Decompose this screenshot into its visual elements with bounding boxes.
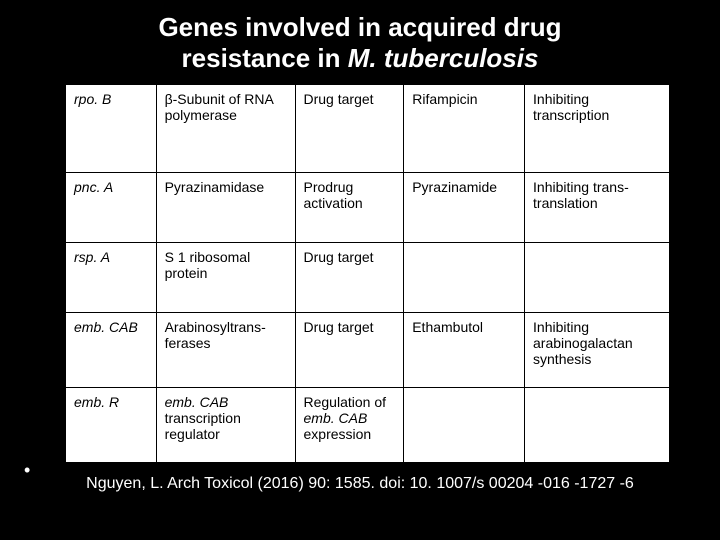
cell-drug: Rifampicin — [404, 85, 525, 173]
cell-role: Drug target — [295, 313, 404, 388]
cell-mechanism — [525, 243, 670, 313]
table-row: pnc. A Pyrazinamidase Prodrug activation… — [66, 173, 670, 243]
cell-product: S 1 ribosomal protein — [156, 243, 295, 313]
cell-product: Arabinosyltrans-ferases — [156, 313, 295, 388]
cell-drug: Pyrazinamide — [404, 173, 525, 243]
cell-drug: Ethambutol — [404, 313, 525, 388]
bullet-icon: • — [24, 460, 30, 481]
cell-gene: rsp. A — [66, 243, 157, 313]
title-line-1: Genes involved in acquired drug — [60, 12, 660, 43]
cell-role: Drug target — [295, 243, 404, 313]
cell-gene: pnc. A — [66, 173, 157, 243]
cell-product: Pyrazinamidase — [156, 173, 295, 243]
cell-drug — [404, 388, 525, 463]
table-row: rpo. B β-Subunit of RNA polymerase Drug … — [66, 85, 670, 173]
title-line-2-prefix: resistance in — [182, 43, 348, 73]
table-row: emb. R emb. CAB transcription regulator … — [66, 388, 670, 463]
cell-mechanism: Inhibiting trans-translation — [525, 173, 670, 243]
cell-role: Drug target — [295, 85, 404, 173]
cell-mechanism: Inhibiting transcription — [525, 85, 670, 173]
slide-title: Genes involved in acquired drug resistan… — [0, 0, 720, 84]
cell-product: emb. CAB transcription regulator — [156, 388, 295, 463]
cell-mechanism — [525, 388, 670, 463]
role-italic: emb. CAB — [304, 410, 368, 426]
cell-product: β-Subunit of RNA polymerase — [156, 85, 295, 173]
cell-gene: rpo. B — [66, 85, 157, 173]
cell-gene: emb. CAB — [66, 313, 157, 388]
table-container: rpo. B β-Subunit of RNA polymerase Drug … — [0, 84, 720, 463]
cell-mechanism: Inhibiting arabinogalactan synthesis — [525, 313, 670, 388]
cell-role: Regulation of emb. CAB expression — [295, 388, 404, 463]
genes-table: rpo. B β-Subunit of RNA polymerase Drug … — [65, 84, 670, 463]
product-italic: emb. CAB — [165, 394, 229, 410]
cell-drug — [404, 243, 525, 313]
table-row: rsp. A S 1 ribosomal protein Drug target — [66, 243, 670, 313]
role-suffix: expression — [304, 426, 372, 442]
title-line-2: resistance in M. tuberculosis — [60, 43, 660, 74]
citation-text: Nguyen, L. Arch Toxicol (2016) 90: 1585.… — [0, 463, 720, 493]
cell-role: Prodrug activation — [295, 173, 404, 243]
product-rest: transcription regulator — [165, 410, 241, 442]
species-name: M. tuberculosis — [348, 43, 539, 73]
cell-gene: emb. R — [66, 388, 157, 463]
table-row: emb. CAB Arabinosyltrans-ferases Drug ta… — [66, 313, 670, 388]
role-prefix: Regulation of — [304, 394, 387, 410]
